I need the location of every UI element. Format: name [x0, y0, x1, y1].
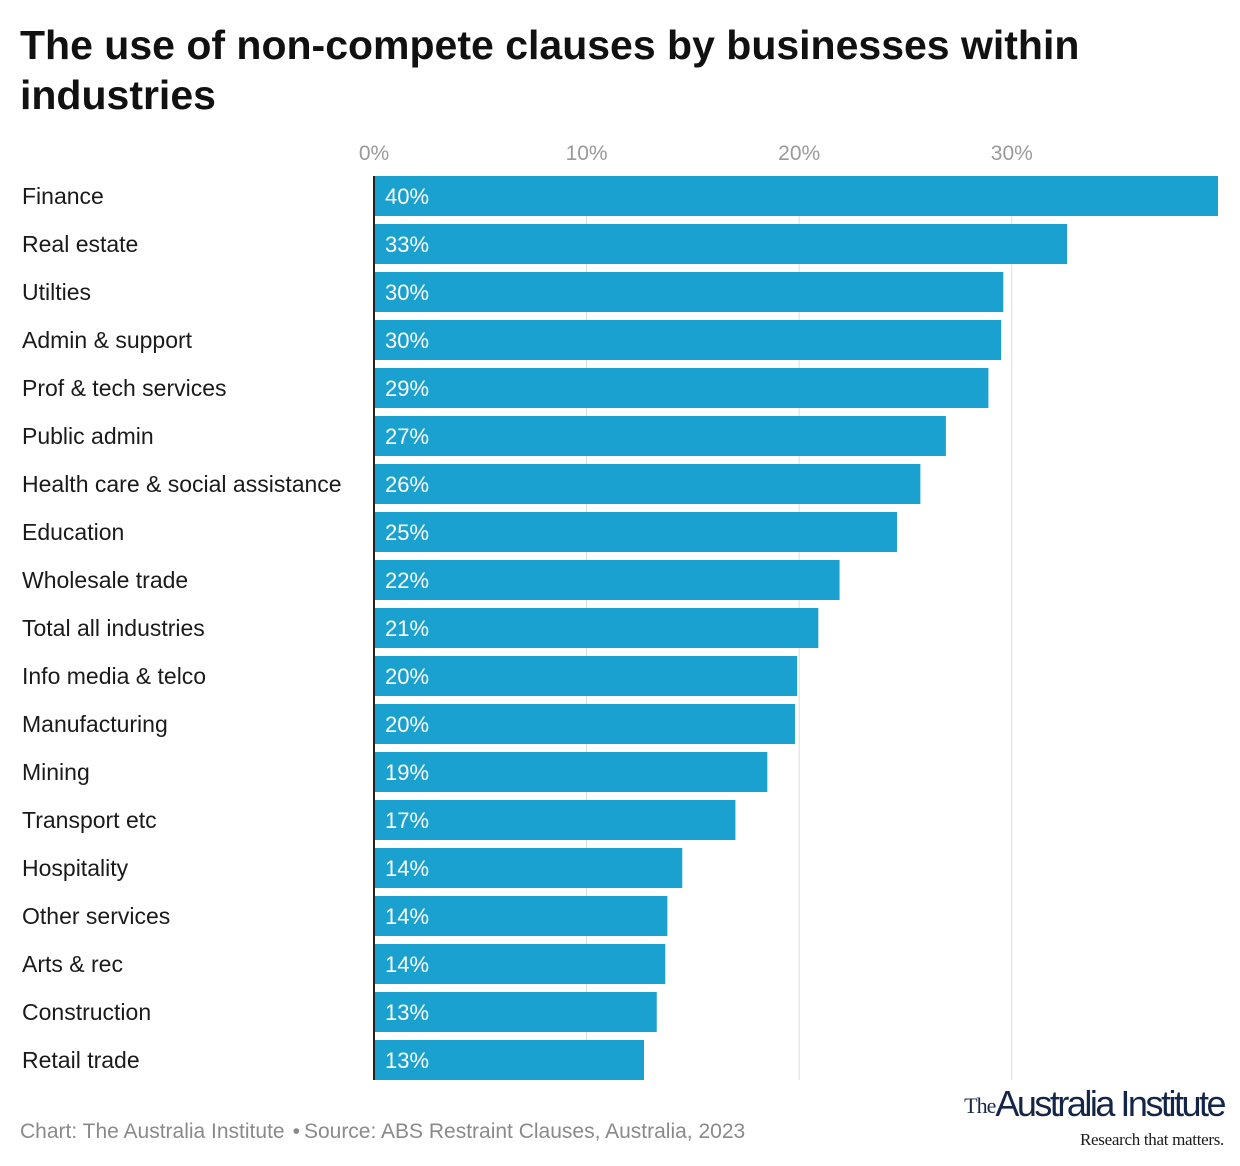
- value-label: 30%: [385, 280, 429, 305]
- category-label: Manufacturing: [22, 711, 168, 737]
- category-label: Retail trade: [22, 1047, 140, 1073]
- value-label: 20%: [385, 712, 429, 737]
- category-label: Public admin: [22, 423, 154, 449]
- category-label: Arts & rec: [22, 951, 123, 977]
- chart-credit: Chart: The Australia Institute: [20, 1120, 285, 1143]
- category-label: Transport etc: [22, 807, 157, 833]
- category-label: Mining: [22, 759, 90, 785]
- category-label: Utilties: [22, 279, 91, 305]
- bar: [374, 368, 989, 408]
- bar: [374, 800, 736, 840]
- category-label: Admin & support: [22, 327, 193, 353]
- chart-footer: Chart: The Australia Institute • Source: A…: [20, 1120, 745, 1144]
- value-label: 17%: [385, 808, 429, 833]
- value-label: 29%: [385, 376, 429, 401]
- bar: [374, 944, 666, 984]
- logo-prefix: The: [964, 1093, 996, 1118]
- bar: [374, 704, 795, 744]
- bar: [374, 416, 946, 456]
- value-label: 25%: [385, 520, 429, 545]
- chart-title: The use of non-compete clauses by busine…: [20, 22, 1080, 118]
- x-tick-label: 0%: [359, 142, 389, 165]
- category-labels: Finance Real estate Utilties Admin & suppor…: [22, 183, 342, 1073]
- value-label: 14%: [385, 952, 429, 977]
- category-label: Education: [22, 519, 124, 545]
- bar: [374, 992, 657, 1032]
- category-label: Finance: [22, 183, 104, 209]
- bar: [374, 752, 768, 792]
- category-label: Hospitality: [22, 855, 129, 881]
- x-tick-label: 20%: [778, 142, 820, 165]
- bar: [374, 608, 819, 648]
- value-label: 14%: [385, 904, 429, 929]
- value-label: 33%: [385, 232, 429, 257]
- bar: [374, 656, 798, 696]
- x-axis-ticks: 0% 10% 20% 30%: [359, 142, 1033, 165]
- bars: [374, 176, 1218, 1080]
- bar: [374, 320, 1002, 360]
- bar: [374, 848, 683, 888]
- category-label: Info media & telco: [22, 663, 206, 689]
- bar: [374, 1040, 644, 1080]
- australia-institute-logo: TheAustralia Institute Research that mat…: [964, 1083, 1226, 1150]
- chart-source: Source: ABS Restraint Clauses, Australia…: [303, 1120, 746, 1143]
- value-label: 26%: [385, 472, 429, 497]
- value-label: 20%: [385, 664, 429, 689]
- x-tick-label: 10%: [566, 142, 608, 165]
- bar: [374, 896, 668, 936]
- category-label: Health care & social assistance: [22, 471, 342, 497]
- category-label: Construction: [22, 999, 151, 1025]
- x-tick-label: 30%: [991, 142, 1033, 165]
- category-label: Wholesale trade: [22, 567, 188, 593]
- value-label: 21%: [385, 616, 429, 641]
- bar: [374, 176, 1218, 216]
- value-label: 27%: [385, 424, 429, 449]
- value-label: 22%: [385, 568, 429, 593]
- bar: [374, 464, 921, 504]
- value-labels: 40% 33% 30% 30% 29% 27% 26% 25% 22% 21% 20% 20% 19% 1…: [385, 184, 429, 1073]
- value-label: 19%: [385, 760, 429, 785]
- bar: [374, 560, 840, 600]
- footer-separator: •: [292, 1120, 300, 1143]
- value-label: 30%: [385, 328, 429, 353]
- category-label: Other services: [22, 903, 170, 929]
- value-label: 13%: [385, 1000, 429, 1025]
- logo-name: Australia Institute: [995, 1083, 1226, 1124]
- bar: [374, 224, 1068, 264]
- value-label: 40%: [385, 184, 429, 209]
- value-label: 14%: [385, 856, 429, 881]
- value-label: 13%: [385, 1048, 429, 1073]
- category-label: Real estate: [22, 231, 138, 257]
- bar: [374, 512, 897, 552]
- logo-tagline: Research that matters.: [1080, 1130, 1224, 1149]
- category-label: Prof & tech services: [22, 375, 227, 401]
- bar: [374, 272, 1004, 312]
- category-label: Total all industries: [22, 615, 205, 641]
